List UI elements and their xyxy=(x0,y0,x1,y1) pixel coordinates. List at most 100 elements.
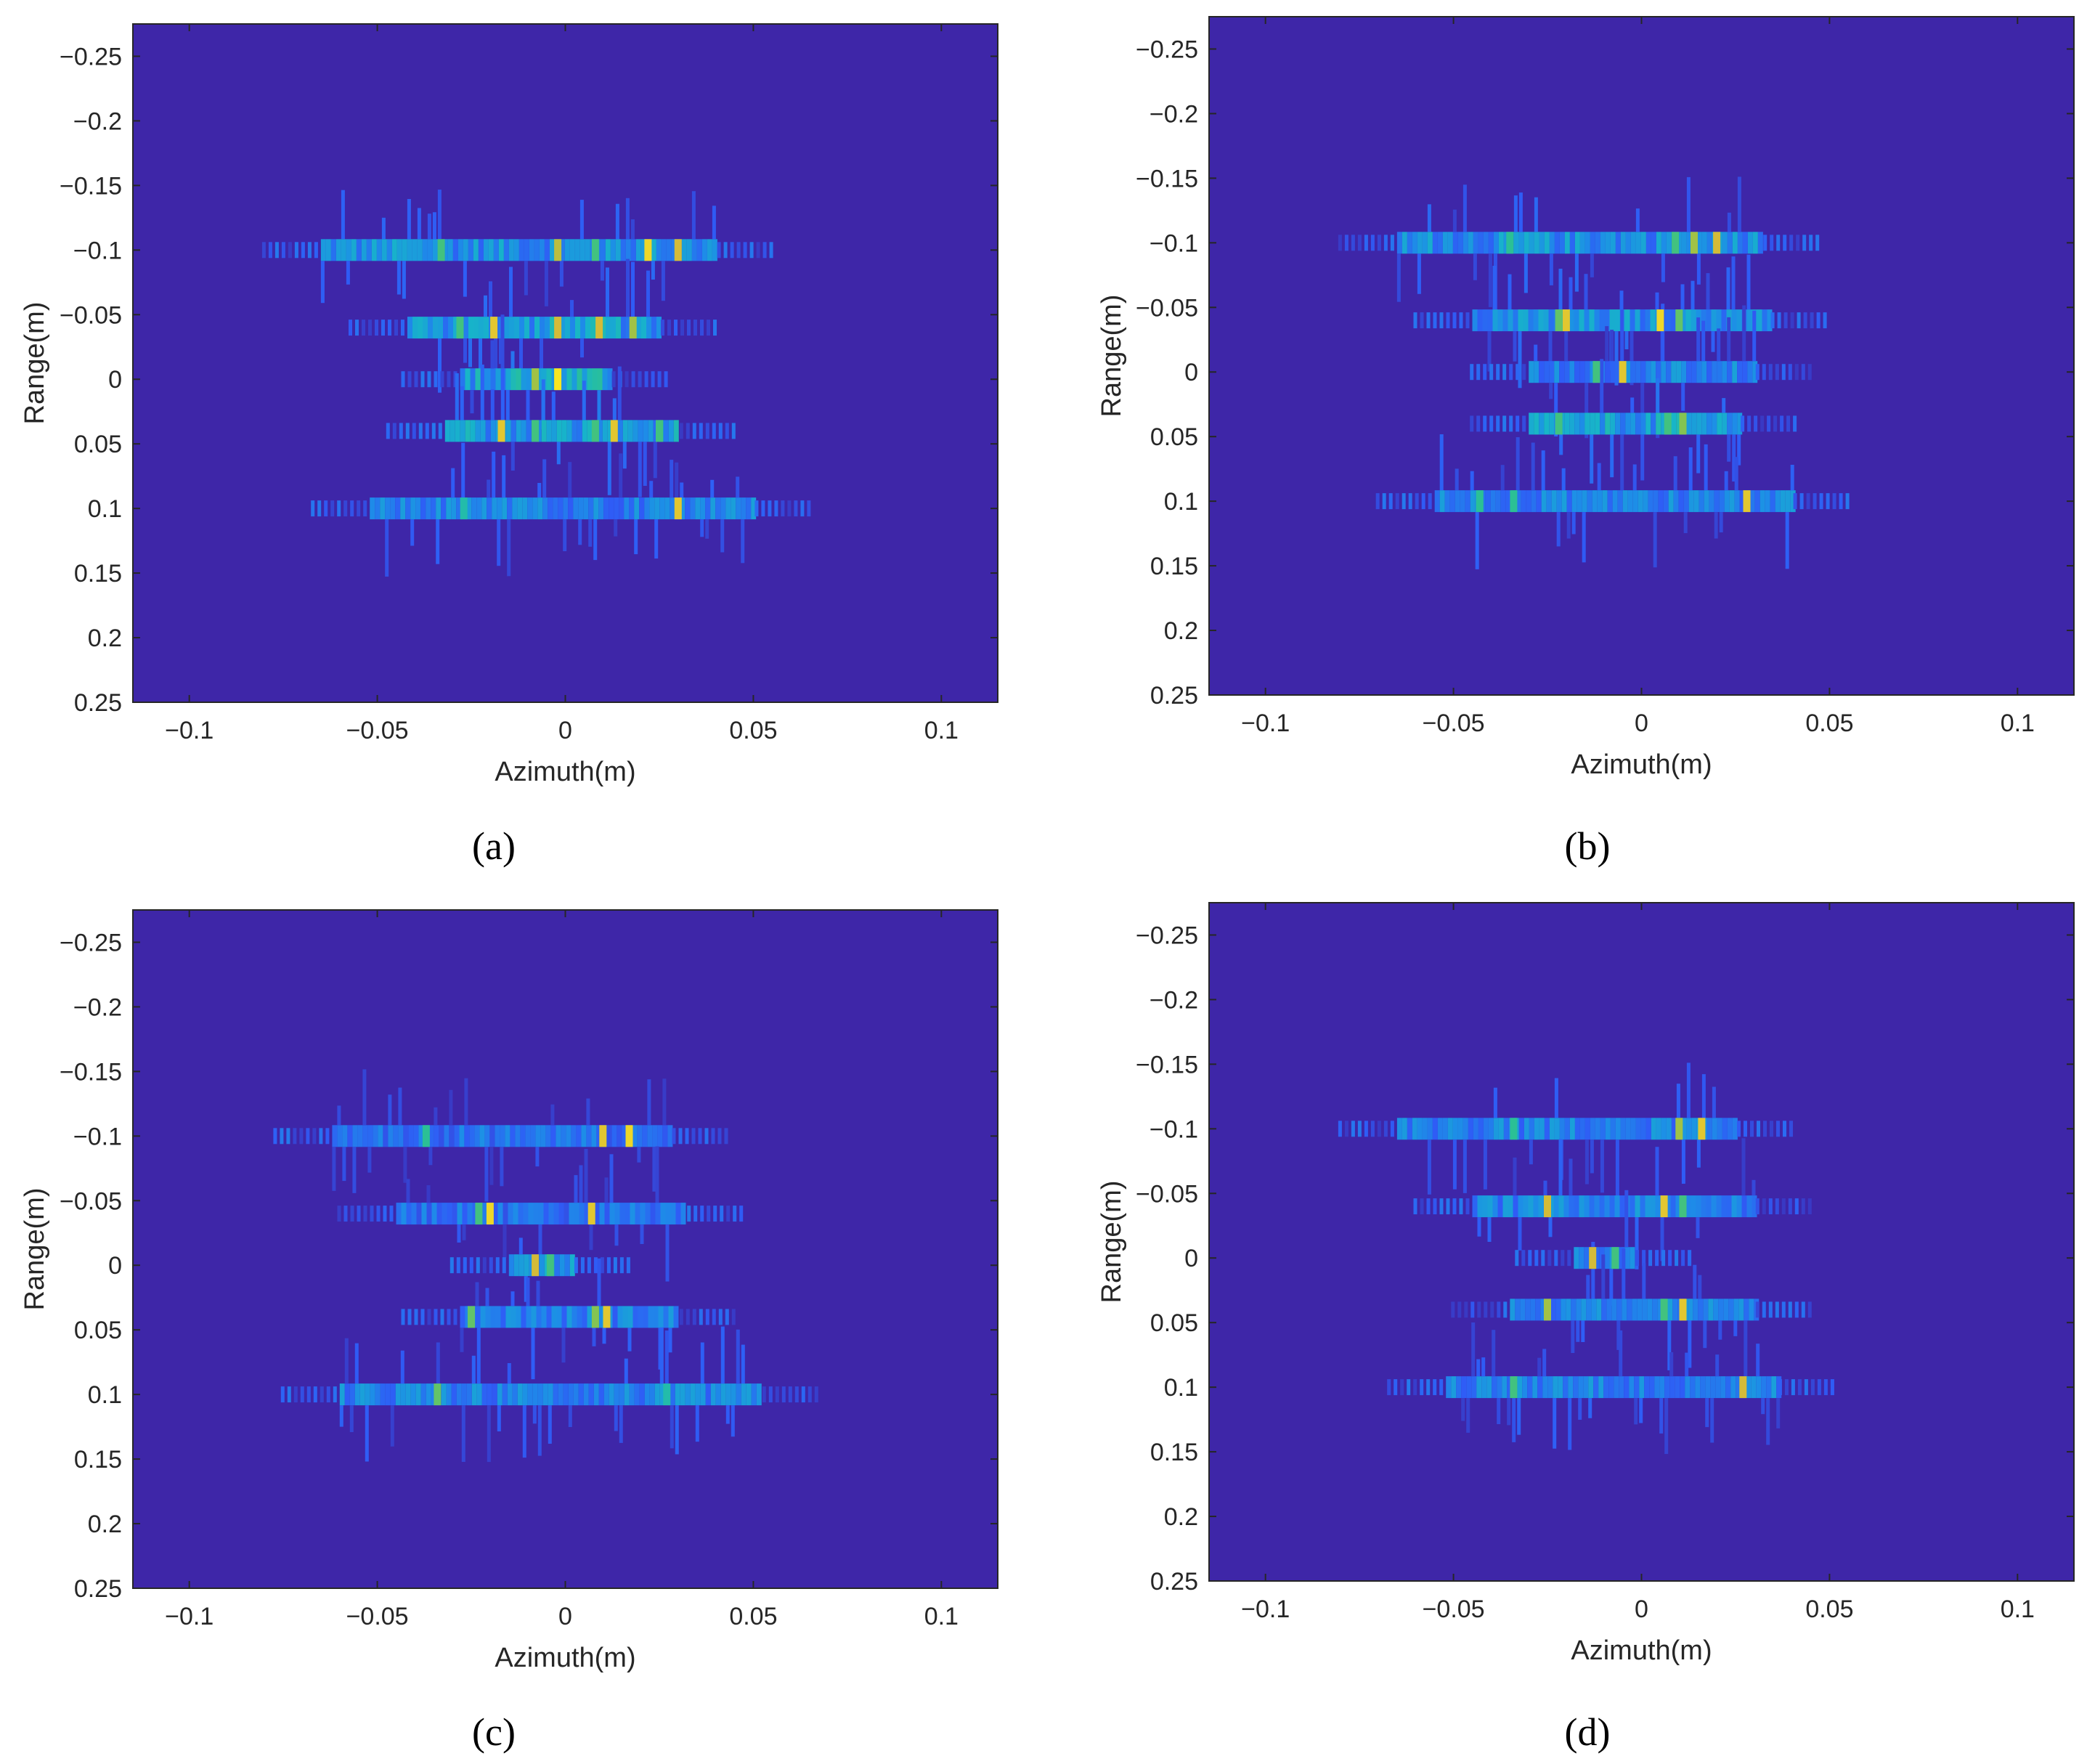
heatmap-cell xyxy=(1569,277,1573,310)
heatmap-cell xyxy=(1703,1298,1709,1321)
heatmap-cell xyxy=(1587,490,1592,513)
heatmap-cell xyxy=(508,1203,513,1225)
heatmap-cell xyxy=(1630,412,1636,435)
heatmap-cell xyxy=(402,239,407,261)
heatmap-cell xyxy=(659,497,665,520)
heatmap-cell xyxy=(1561,1298,1566,1321)
heatmap-cell xyxy=(746,1383,752,1406)
heatmap-cell xyxy=(444,1125,449,1147)
heatmap-cell xyxy=(644,371,648,388)
heatmap-cell xyxy=(1516,415,1520,432)
heatmap-cell xyxy=(1622,490,1628,513)
heatmap-cell xyxy=(668,420,674,442)
heatmap-cell xyxy=(768,500,772,517)
heatmap-cell xyxy=(635,239,641,261)
heatmap-cell xyxy=(281,242,285,259)
heatmap-cell xyxy=(1497,309,1503,332)
heatmap-cell xyxy=(746,497,752,520)
x-axis-label-a: Azimuth(m) xyxy=(495,757,635,787)
heatmap-cell xyxy=(428,317,433,339)
heatmap-cell xyxy=(1461,1376,1467,1399)
heatmap-cell xyxy=(665,1203,671,1225)
heatmap-cell xyxy=(1588,1376,1594,1399)
heatmap-cell xyxy=(415,497,421,520)
heatmap-cell xyxy=(615,203,619,240)
heatmap-cell xyxy=(588,1383,594,1406)
heatmap-cell xyxy=(640,239,646,261)
heatmap-cell xyxy=(1407,232,1412,254)
heatmap-cell xyxy=(712,423,716,439)
heatmap-cell xyxy=(1686,1118,1692,1140)
heatmap-cell xyxy=(1522,1376,1528,1399)
heatmap-cell xyxy=(1571,512,1576,535)
heatmap-cell xyxy=(1608,1376,1614,1399)
heatmap-cell xyxy=(1434,490,1440,513)
heatmap-cell xyxy=(1651,232,1656,254)
heatmap-cell xyxy=(656,317,662,339)
heatmap-cell xyxy=(1421,493,1425,510)
heatmap-cell xyxy=(1768,364,1773,381)
heatmap-cell xyxy=(720,1383,726,1406)
heatmap-cell xyxy=(1722,412,1728,435)
heatmap-cell xyxy=(541,420,547,442)
heatmap-cell xyxy=(431,497,436,520)
heatmap-cell xyxy=(1520,1298,1526,1321)
heatmap-cell xyxy=(415,1383,421,1406)
heatmap-cell xyxy=(741,1383,746,1406)
heatmap-cell xyxy=(1788,1301,1792,1318)
heatmap-cell xyxy=(1616,1298,1622,1321)
heatmap-cell xyxy=(472,1203,478,1225)
heatmap-cell xyxy=(579,1203,585,1225)
heatmap-cell xyxy=(1437,1118,1443,1140)
heatmap-cell xyxy=(470,368,476,391)
heatmap-cell xyxy=(638,371,642,388)
heatmap-cell xyxy=(1452,312,1457,329)
heatmap-cell xyxy=(751,497,757,520)
heatmap-cell xyxy=(731,1309,736,1325)
heatmap-cell xyxy=(1717,1118,1722,1140)
heatmap-cell xyxy=(434,1107,438,1126)
heatmap-cell xyxy=(1638,490,1643,513)
heatmap-cell xyxy=(480,1306,486,1328)
heatmap-cell xyxy=(602,368,608,391)
heatmap-cell xyxy=(1388,493,1393,510)
heatmap-cell xyxy=(657,1125,663,1147)
heatmap-cell xyxy=(1569,361,1575,383)
heatmap-cell xyxy=(1535,1298,1541,1321)
heatmap-cell xyxy=(469,1125,475,1147)
heatmap-cell xyxy=(1802,235,1807,251)
heatmap-cell xyxy=(597,1306,603,1328)
heatmap-cell xyxy=(365,1405,369,1462)
heatmap-cell xyxy=(596,1125,602,1147)
heatmap-cell xyxy=(1696,1195,1701,1218)
heatmap-cell xyxy=(1396,1118,1402,1140)
heatmap-cell xyxy=(1559,361,1565,383)
heatmap-cell xyxy=(1390,235,1394,251)
heatmap-cell xyxy=(1549,361,1555,383)
heatmap-cell xyxy=(1810,1379,1815,1396)
heatmap-cell xyxy=(273,1128,277,1145)
heatmap-cell xyxy=(582,381,586,420)
heatmap-cell xyxy=(1466,1376,1472,1399)
heatmap-cell xyxy=(1492,1376,1497,1399)
heatmap-cell xyxy=(516,420,521,442)
heatmap-cell xyxy=(1737,176,1741,232)
heatmap-cell xyxy=(624,1383,630,1406)
heatmap-cell xyxy=(1417,253,1421,294)
heatmap-cell xyxy=(693,320,697,336)
plot-area-c xyxy=(133,910,998,1588)
heatmap-cell xyxy=(320,1386,324,1403)
heatmap-cell xyxy=(1571,1298,1577,1321)
panel-caption-b: (b) xyxy=(1565,824,1611,868)
heatmap-cell xyxy=(648,420,654,442)
heatmap-cell xyxy=(1428,493,1432,510)
heatmap-cell xyxy=(700,1383,706,1406)
heatmap-cell xyxy=(1627,1298,1632,1321)
heatmap-peak xyxy=(456,317,464,339)
heatmap-cell xyxy=(521,420,526,442)
heatmap-cell xyxy=(1407,1118,1412,1140)
heatmap-cell xyxy=(1681,361,1687,383)
heatmap-peak xyxy=(674,497,682,520)
heatmap-cell xyxy=(1611,1298,1617,1321)
y-tick-label: 0.1 xyxy=(88,1381,122,1409)
